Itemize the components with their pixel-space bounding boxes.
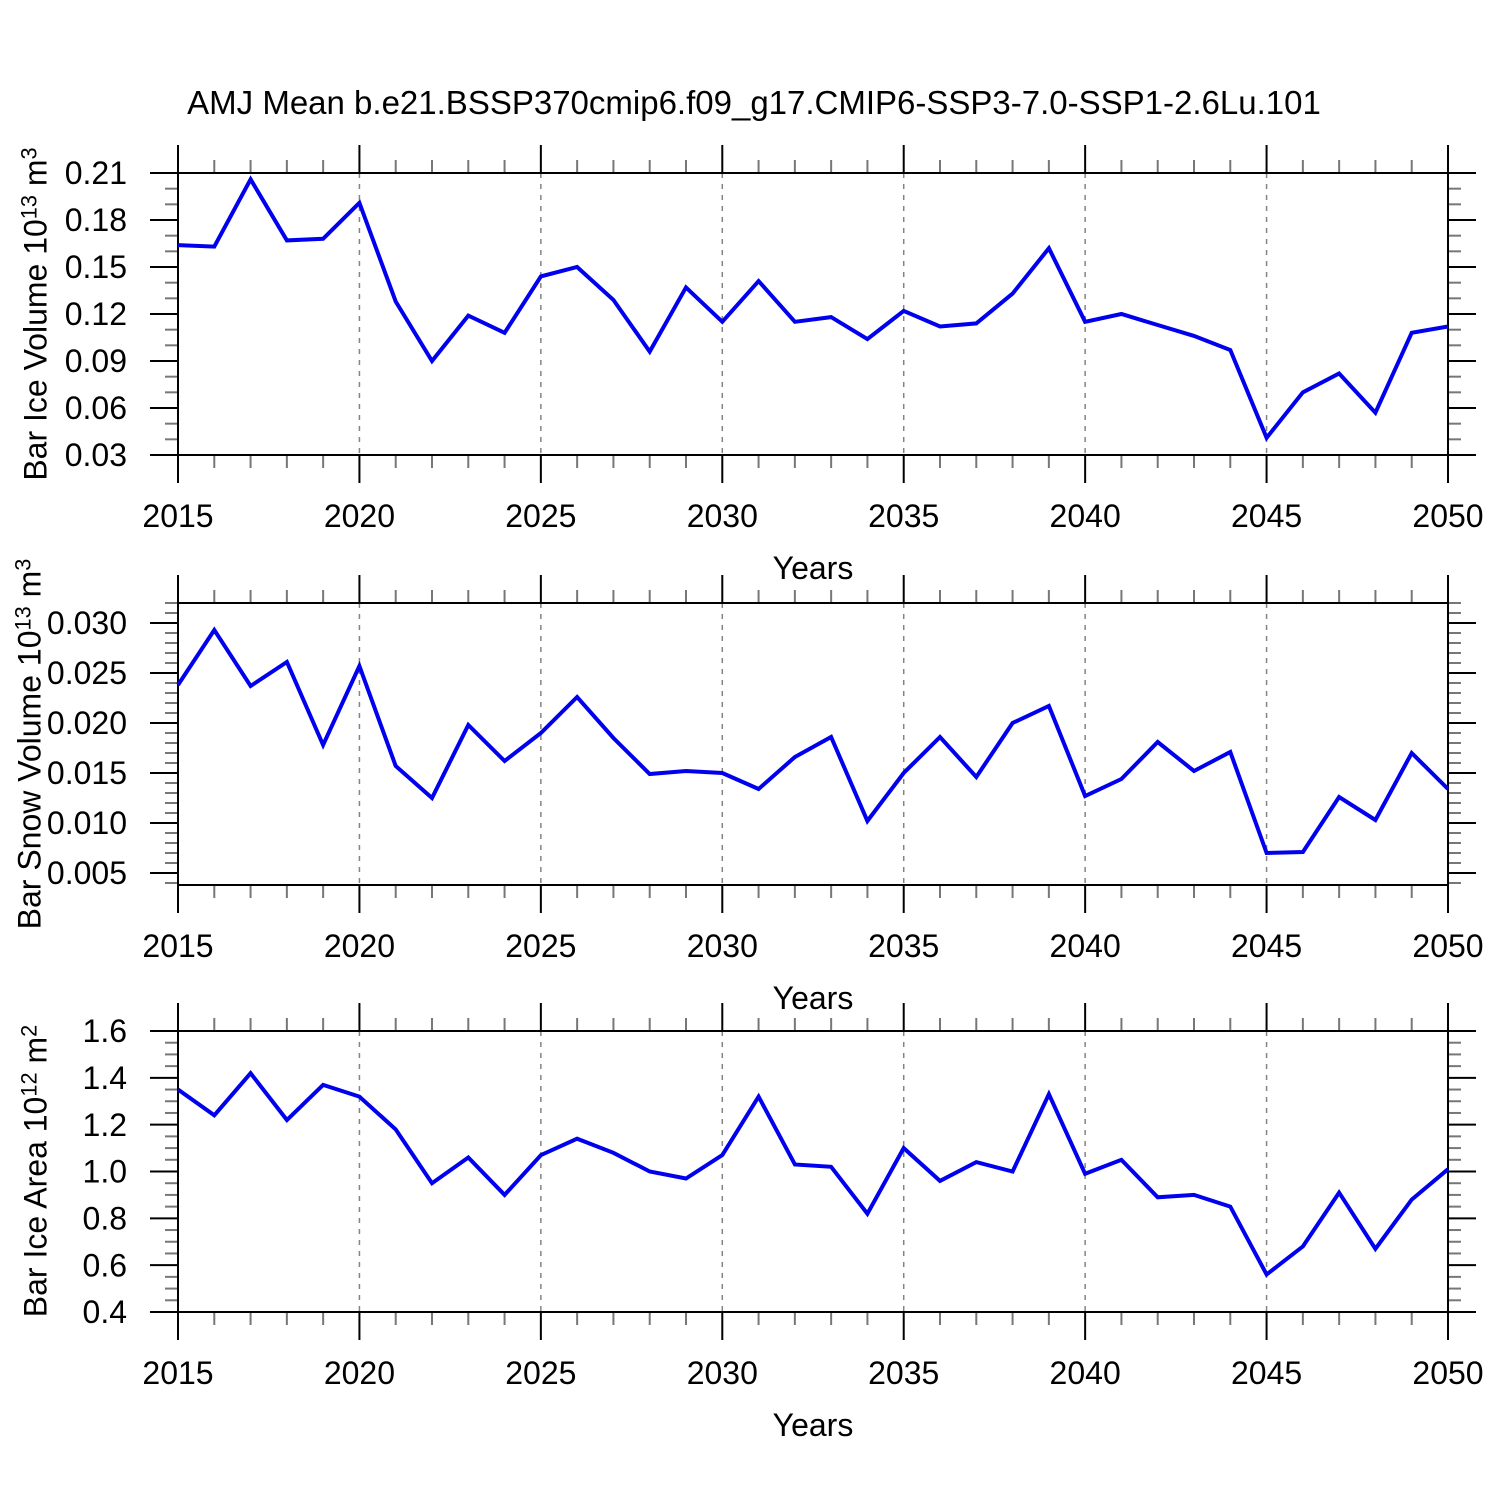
- ylabel-superscript: 12: [16, 1072, 42, 1097]
- x-tick-label: 2025: [505, 928, 576, 964]
- x-tick-label: 2015: [142, 1355, 213, 1391]
- x-tick-label: 2030: [687, 498, 758, 534]
- y-tick-label: 1.6: [83, 1013, 127, 1049]
- x-tick-label: 2050: [1412, 498, 1483, 534]
- y-tick-label: 0.025: [47, 655, 127, 691]
- y-tick-label: 0.03: [65, 437, 127, 473]
- x-tick-label: 2045: [1231, 928, 1302, 964]
- x-tick-label: 2040: [1050, 498, 1121, 534]
- ylabel-superscript: 3: [16, 147, 42, 160]
- y-tick-label: 1.0: [83, 1154, 127, 1190]
- ylabel-superscript: 13: [10, 606, 36, 631]
- x-tick-label: 2045: [1231, 498, 1302, 534]
- x-tick-label: 2020: [324, 1355, 395, 1391]
- y-axis-label-snow-volume: Bar Snow Volume 1013 m3: [10, 558, 49, 930]
- y-tick-label: 0.4: [83, 1294, 127, 1330]
- x-tick-label: 2040: [1050, 1355, 1121, 1391]
- ylabel-text: m: [11, 570, 48, 607]
- y-tick-label: 1.2: [83, 1107, 127, 1143]
- y-tick-label: 0.18: [65, 202, 127, 238]
- y-axis-label-ice-area: Bar Ice Area 1012 m2: [16, 1024, 55, 1318]
- y-tick-label: 0.010: [47, 805, 127, 841]
- y-tick-label: 0.12: [65, 296, 127, 332]
- x-tick-label: 2040: [1050, 928, 1121, 964]
- x-tick-label: 2025: [505, 498, 576, 534]
- y-tick-label: 0.15: [65, 249, 127, 285]
- x-tick-label: 2045: [1231, 1355, 1302, 1391]
- data-line-snow-volume: [176, 626, 1450, 856]
- ylabel-text: Bar Snow Volume 10: [11, 630, 48, 930]
- ylabel-text: m: [17, 1036, 54, 1073]
- y-tick-label: 1.4: [83, 1060, 127, 1096]
- x-tick-label: 2030: [687, 1355, 758, 1391]
- y-tick-label: 0.09: [65, 343, 127, 379]
- x-tick-label: 2020: [324, 498, 395, 534]
- plot-title: AMJ Mean b.e21.BSSP370cmip6.f09_g17.CMIP…: [187, 84, 1321, 121]
- y-tick-label: 0.21: [65, 155, 127, 191]
- x-tick-label: 2035: [868, 1355, 939, 1391]
- y-tick-label: 0.015: [47, 755, 127, 791]
- x-tick-label: 2030: [687, 928, 758, 964]
- y-tick-label: 0.020: [47, 705, 127, 741]
- ylabel-superscript: 2: [16, 1024, 42, 1037]
- x-tick-label: 2050: [1412, 1355, 1483, 1391]
- y-axis-label-ice-volume: Bar Ice Volume 1013 m3: [16, 147, 55, 481]
- ylabel-superscript: 3: [10, 558, 36, 571]
- ylabel-text: Bar Ice Volume 10: [17, 219, 54, 481]
- plot-box: [177, 1030, 1449, 1313]
- y-tick-label: 0.8: [83, 1201, 127, 1237]
- plot-box: [177, 602, 1449, 886]
- ylabel-text: Bar Ice Area 10: [17, 1096, 54, 1318]
- x-axis-label-years-bottom: Years: [772, 1407, 854, 1443]
- ylabel-text: m: [17, 159, 54, 195]
- y-tick-label: 0.030: [47, 605, 127, 641]
- x-tick-label: 2050: [1412, 928, 1483, 964]
- x-axis-label-years-middle: Years: [772, 980, 854, 1016]
- x-tick-label: 2025: [505, 1355, 576, 1391]
- plot-box: [177, 172, 1449, 456]
- data-line-ice-volume: [177, 175, 1449, 442]
- y-tick-label: 0.6: [83, 1247, 127, 1283]
- y-tick-label: 0.06: [65, 390, 127, 426]
- x-tick-label: 2020: [324, 928, 395, 964]
- y-tick-label: 0.005: [47, 855, 127, 891]
- x-tick-label: 2035: [868, 498, 939, 534]
- x-tick-label: 2035: [868, 928, 939, 964]
- ylabel-superscript: 13: [16, 194, 42, 220]
- x-tick-label: 2015: [142, 498, 213, 534]
- x-axis-label-years-top: Years: [772, 550, 854, 586]
- data-line-ice-area: [176, 1070, 1450, 1278]
- x-tick-label: 2015: [142, 928, 213, 964]
